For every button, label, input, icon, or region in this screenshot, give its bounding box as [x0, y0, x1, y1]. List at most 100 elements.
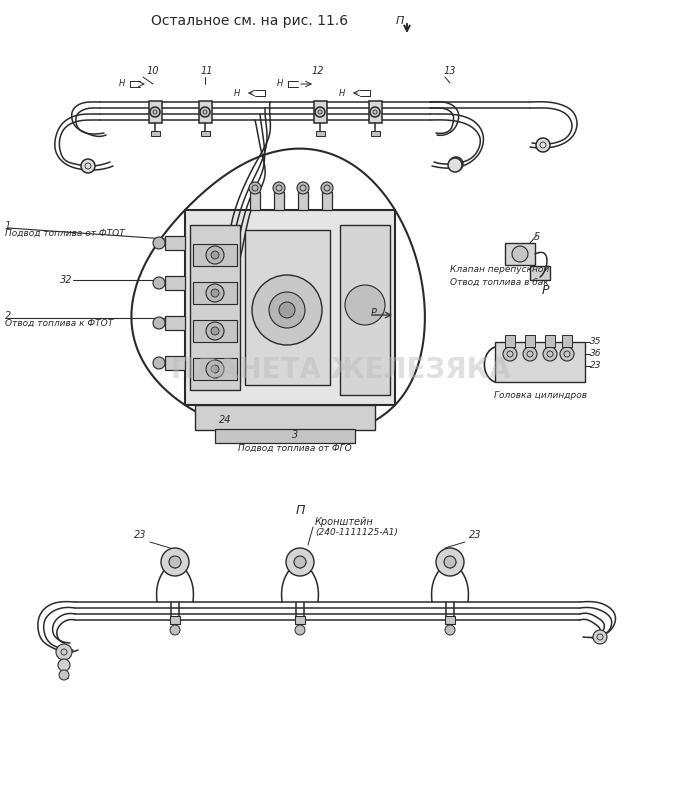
Text: Отвод топлива в бак: Отвод топлива в бак	[450, 278, 549, 286]
Circle shape	[445, 625, 455, 635]
Bar	[193, 282, 237, 304]
Circle shape	[81, 159, 95, 173]
Circle shape	[321, 182, 333, 194]
Circle shape	[58, 659, 70, 671]
Circle shape	[252, 275, 322, 345]
Circle shape	[273, 182, 285, 194]
Text: 3: 3	[292, 430, 298, 440]
Circle shape	[206, 246, 224, 264]
Bar	[445, 616, 455, 624]
Text: 2: 2	[5, 311, 12, 321]
Bar	[165, 236, 185, 250]
Circle shape	[150, 107, 160, 117]
Circle shape	[449, 157, 463, 171]
Text: 13: 13	[444, 66, 456, 76]
Bar	[199, 101, 212, 123]
Text: 1: 1	[5, 221, 12, 231]
Circle shape	[211, 327, 219, 335]
Text: Н: Н	[338, 89, 345, 98]
Bar	[170, 616, 180, 624]
Circle shape	[448, 158, 462, 172]
Bar	[505, 335, 515, 347]
Circle shape	[279, 302, 295, 318]
Circle shape	[153, 317, 165, 329]
Text: П: П	[396, 16, 405, 26]
Text: 23: 23	[133, 530, 146, 540]
Circle shape	[206, 284, 224, 302]
Circle shape	[523, 347, 537, 361]
Text: 32: 32	[60, 275, 72, 285]
Circle shape	[315, 107, 325, 117]
Text: Н: Н	[276, 79, 283, 89]
Circle shape	[543, 347, 557, 361]
Circle shape	[560, 347, 574, 361]
Text: Н: Н	[118, 79, 125, 89]
Text: 23: 23	[590, 362, 601, 370]
Circle shape	[153, 277, 165, 289]
Bar	[149, 101, 162, 123]
Circle shape	[153, 237, 165, 249]
Circle shape	[370, 107, 380, 117]
Bar	[165, 276, 185, 290]
Bar	[165, 356, 185, 370]
Bar	[193, 358, 237, 380]
Bar	[495, 342, 585, 382]
Text: 35: 35	[590, 338, 601, 346]
Bar	[295, 616, 305, 624]
Circle shape	[211, 289, 219, 297]
Circle shape	[436, 548, 464, 576]
Circle shape	[169, 556, 181, 568]
Text: Р: Р	[371, 308, 377, 318]
Bar	[193, 320, 237, 342]
Text: 11: 11	[201, 66, 213, 76]
Bar	[505, 243, 535, 265]
Circle shape	[444, 556, 456, 568]
Text: 24: 24	[219, 415, 232, 425]
Circle shape	[211, 251, 219, 259]
Bar	[250, 192, 260, 210]
Bar	[274, 192, 284, 210]
Circle shape	[211, 365, 219, 373]
Text: Подвод топлива от ФГО: Подвод топлива от ФГО	[238, 443, 352, 453]
Bar	[340, 225, 390, 395]
Circle shape	[345, 285, 385, 325]
Bar	[195, 405, 375, 430]
Bar	[201, 131, 210, 136]
Text: Остальное см. на рис. 11.6: Остальное см. на рис. 11.6	[151, 14, 349, 28]
Text: Р: Р	[541, 283, 549, 297]
Circle shape	[269, 292, 305, 328]
Bar	[193, 244, 237, 266]
Circle shape	[593, 630, 607, 644]
Circle shape	[297, 182, 309, 194]
Circle shape	[512, 246, 528, 262]
Bar	[316, 131, 325, 136]
Text: (240-1111125-А1): (240-1111125-А1)	[315, 527, 398, 537]
Bar	[525, 335, 535, 347]
Bar	[369, 101, 382, 123]
Bar	[245, 230, 330, 385]
Text: Кронштейн: Кронштейн	[315, 517, 374, 527]
Bar	[530, 266, 550, 280]
Text: П: П	[296, 503, 304, 517]
Circle shape	[206, 322, 224, 340]
Text: Клапан перепускной: Клапан перепускной	[450, 266, 550, 274]
Circle shape	[536, 138, 550, 152]
Circle shape	[249, 182, 261, 194]
Circle shape	[286, 548, 314, 576]
Text: Н: Н	[234, 89, 240, 98]
Bar	[545, 335, 555, 347]
Text: 12: 12	[312, 66, 324, 76]
Text: ПЛАНЕТА ЖЕЛЕЗЯКА: ПЛАНЕТА ЖЕЛЕЗЯКА	[171, 356, 511, 384]
Circle shape	[59, 670, 69, 680]
Text: Подвод топлива от ФТОТ: Подвод топлива от ФТОТ	[5, 229, 125, 238]
Bar	[215, 429, 355, 443]
Bar	[298, 192, 308, 210]
Text: Головка цилиндров: Головка цилиндров	[494, 390, 586, 399]
Circle shape	[206, 360, 224, 378]
Text: 5: 5	[534, 232, 540, 242]
Circle shape	[294, 556, 306, 568]
Bar	[190, 225, 240, 390]
Bar	[185, 210, 395, 405]
Circle shape	[295, 625, 305, 635]
Bar	[371, 131, 380, 136]
